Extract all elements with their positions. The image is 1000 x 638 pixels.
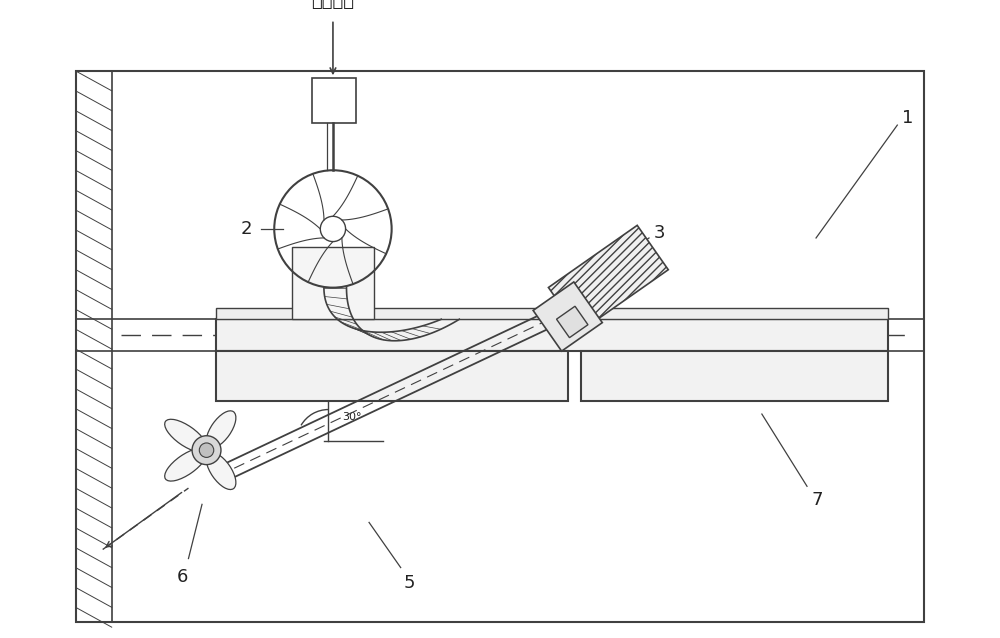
Text: 30°: 30°	[342, 412, 361, 422]
Bar	[216, 319, 888, 351]
Circle shape	[192, 436, 221, 464]
Bar	[216, 308, 888, 319]
Text: 1: 1	[902, 109, 913, 127]
Polygon shape	[533, 282, 602, 351]
Polygon shape	[557, 306, 588, 338]
Circle shape	[199, 443, 214, 457]
Text: 7: 7	[812, 491, 823, 509]
Bar	[581, 351, 888, 401]
Polygon shape	[548, 225, 668, 332]
Bar	[292, 247, 374, 319]
Text: 5: 5	[403, 574, 415, 592]
Text: 2: 2	[240, 220, 252, 238]
Text: 空气进入: 空气进入	[311, 0, 354, 10]
Ellipse shape	[165, 449, 207, 481]
Bar	[312, 78, 356, 123]
Ellipse shape	[206, 452, 236, 489]
Ellipse shape	[206, 411, 236, 448]
Text: 3: 3	[654, 225, 665, 242]
Ellipse shape	[165, 419, 207, 452]
Text: 6: 6	[176, 568, 188, 586]
Bar	[216, 351, 568, 401]
